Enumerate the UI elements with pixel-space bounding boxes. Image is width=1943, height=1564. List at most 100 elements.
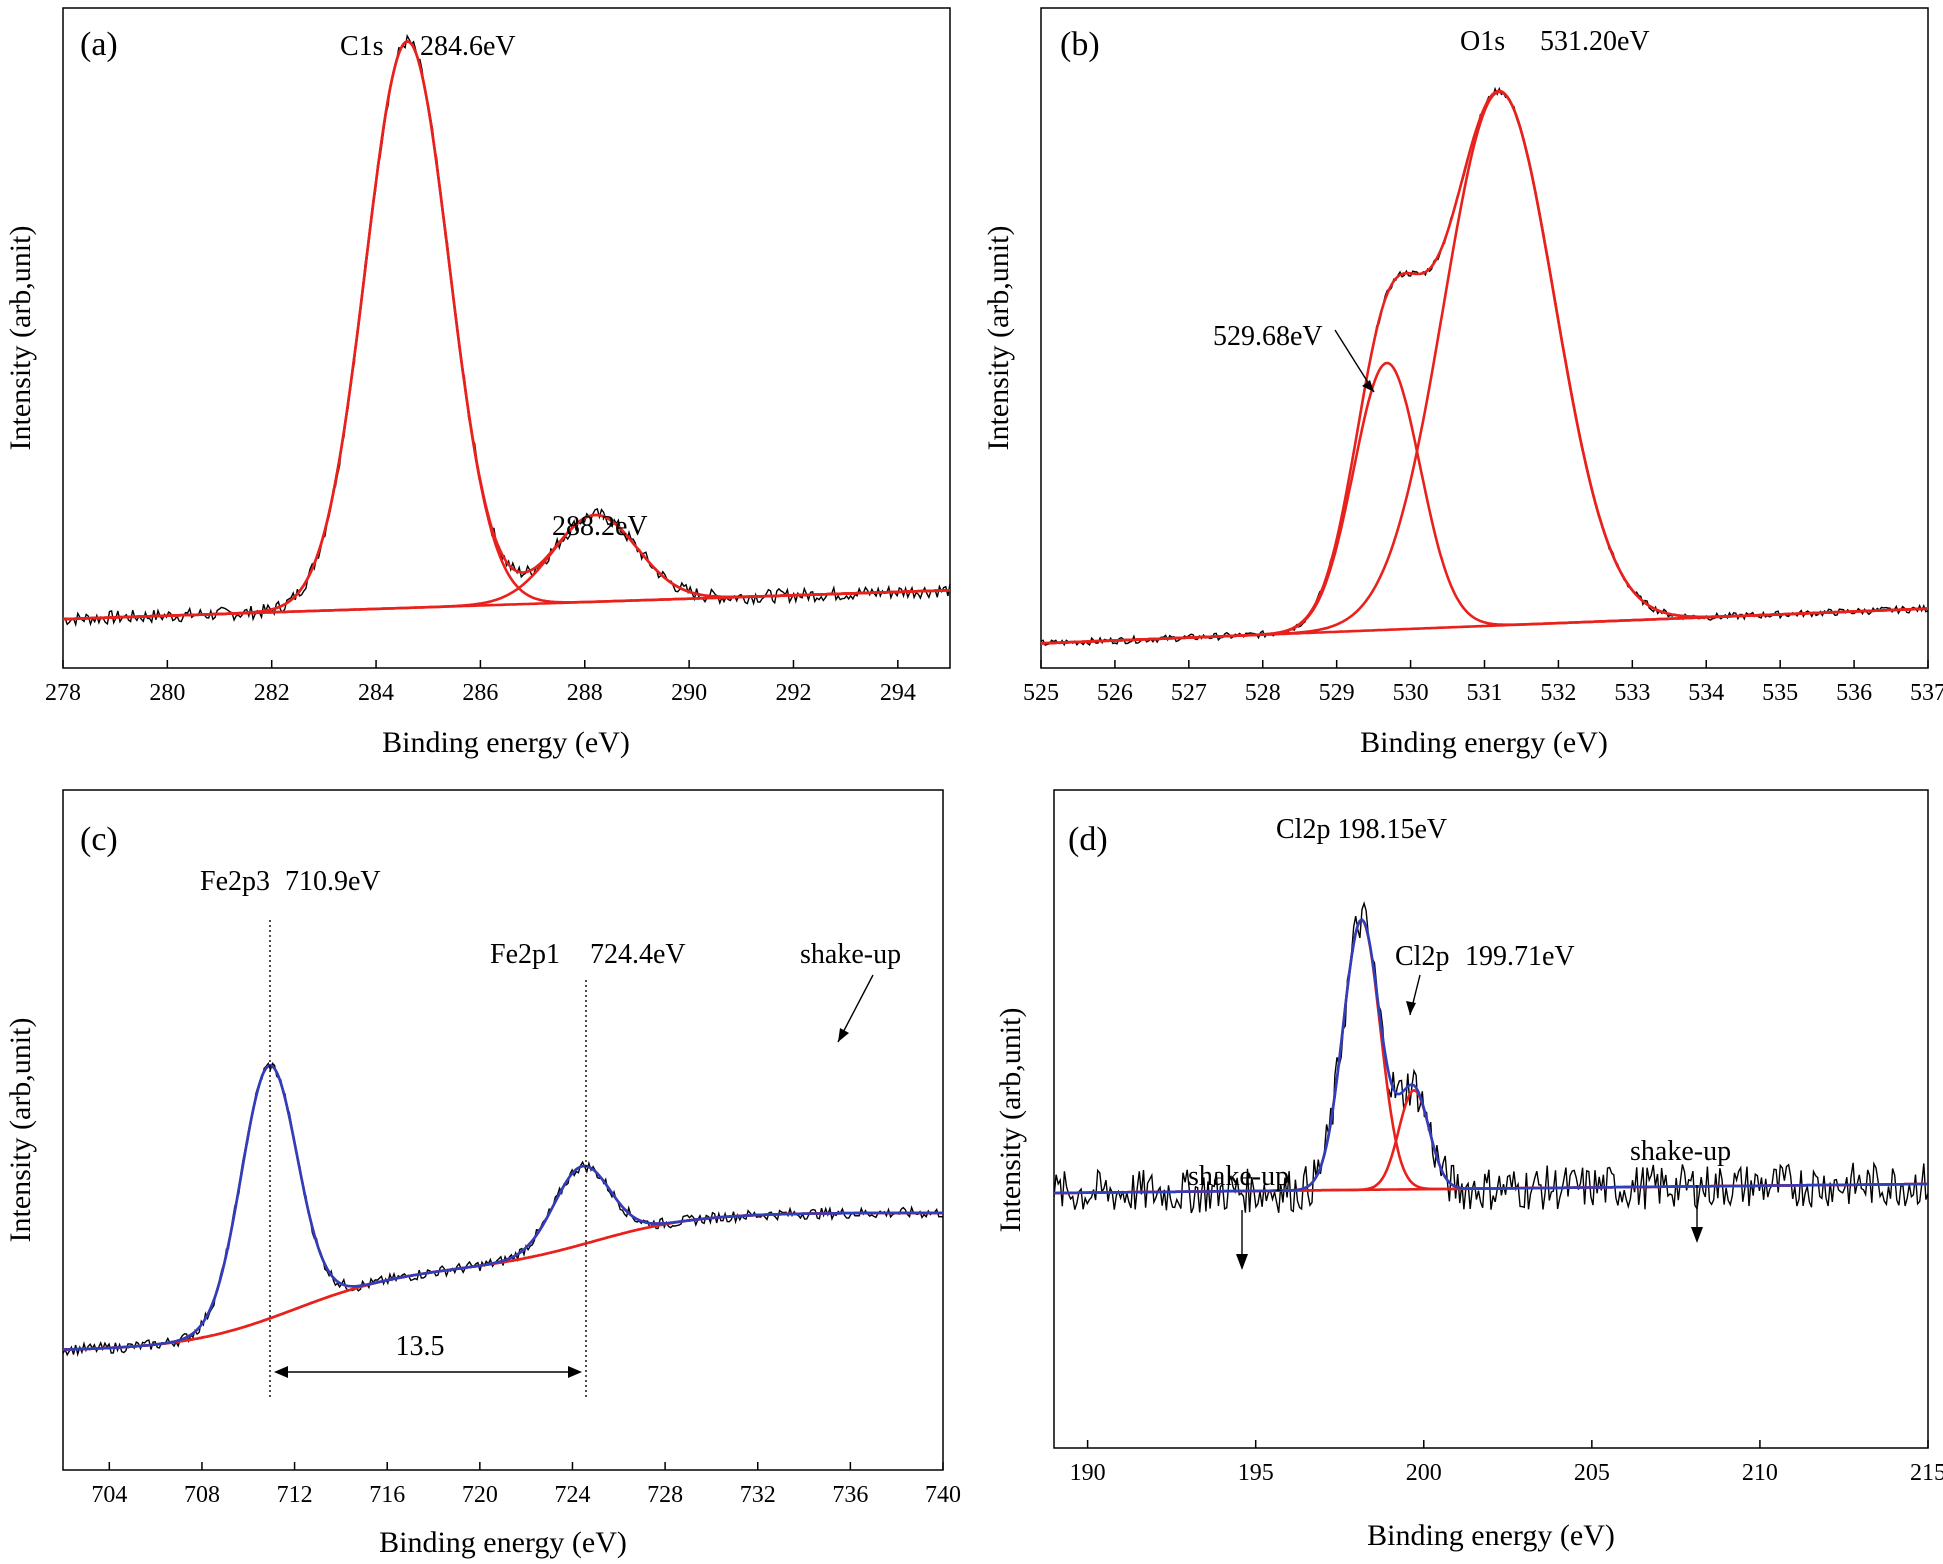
- panel-a-ylabel: Intensity (arb,unit): [4, 226, 37, 451]
- panel-d-shakeup2-arrowhead: [1691, 1227, 1703, 1243]
- xtick-label: 535: [1762, 680, 1798, 706]
- panel-c-splitting-arrowhead-left: [274, 1366, 288, 1378]
- xtick-label: 280: [149, 680, 185, 706]
- panel-a-xticks: 278 280 282 284 286 288 290 292 294: [45, 660, 916, 706]
- raw-data-line: [1053, 901, 1929, 1214]
- panel-c: (c) Binding energy (eV) Intensity (arb,u…: [4, 789, 961, 1559]
- xtick-label: 537: [1910, 680, 1943, 706]
- envelope-fit-line: [1040, 89, 1929, 645]
- panel-d-curves: [1053, 901, 1929, 1214]
- panel-b-xticks: 525 526 527 528 529 530 531 532 533 534 535 536 537: [1023, 660, 1943, 706]
- panel-d-ylabel: Intensity (arb,unit): [994, 1008, 1027, 1233]
- panel-c-curves: [62, 1061, 944, 1357]
- xtick-label: 720: [462, 1482, 498, 1508]
- panel-a-c1s-label: C1s: [340, 31, 384, 62]
- panel-d-cl2p-199-label: Cl2p: [1395, 941, 1449, 972]
- xtick-label: 525: [1023, 680, 1059, 706]
- xtick-label: 526: [1097, 680, 1133, 706]
- xtick-label: 534: [1688, 680, 1724, 706]
- xtick-label: 294: [880, 680, 916, 706]
- panel-c-xticks: 704 708 712 716 720 724 728 732 736 740: [91, 1462, 961, 1508]
- panel-d: (d) Binding energy (eV) Intensity (arb,u…: [994, 789, 1943, 1552]
- panel-b-o1s-label: O1s: [1460, 26, 1505, 57]
- xtick-label: 532: [1540, 680, 1576, 706]
- xtick-label: 205: [1574, 1460, 1610, 1486]
- xtick-label: 292: [775, 680, 811, 706]
- panel-c-peak1-label: 710.9eV: [285, 866, 381, 897]
- component-peak-line: [62, 40, 951, 621]
- xtick-label: 527: [1171, 680, 1207, 706]
- xtick-label: 708: [184, 1482, 220, 1508]
- panel-b-peak1-label: 531.20eV: [1540, 26, 1650, 57]
- panel-b: (b) Binding energy (eV) Intensity (arb,u…: [982, 7, 1943, 759]
- panel-d-peak2-label: 199.71eV: [1465, 941, 1575, 972]
- xtick-label: 728: [647, 1482, 683, 1508]
- xtick-label: 716: [369, 1482, 405, 1508]
- xtick-label: 736: [832, 1482, 868, 1508]
- panel-b-xlabel: Binding energy (eV): [1360, 726, 1608, 759]
- raw-data-line: [1040, 86, 1929, 647]
- xtick-label: 533: [1614, 680, 1650, 706]
- panel-b-peak2-label: 529.68eV: [1213, 321, 1323, 352]
- xtick-label: 536: [1836, 680, 1872, 706]
- panel-d-label: (d): [1068, 821, 1108, 858]
- panel-a-xlabel: Binding energy (eV): [382, 726, 630, 759]
- panel-d-peak2-arrowhead: [1406, 1001, 1416, 1015]
- xtick-label: 724: [554, 1482, 590, 1508]
- panel-c-shakeup-label: shake-up: [800, 939, 901, 970]
- raw-data-line: [62, 33, 951, 628]
- xtick-label: 200: [1406, 1460, 1442, 1486]
- envelope-fit-line: [1054, 917, 1928, 1195]
- xtick-label: 740: [925, 1482, 961, 1508]
- component-peak-line: [63, 1064, 943, 1351]
- xtick-label: 195: [1238, 1460, 1274, 1486]
- panel-d-shakeup2-label: shake-up: [1630, 1136, 1731, 1167]
- panel-b-curves: [1040, 86, 1929, 647]
- envelope-fit-line: [62, 40, 951, 621]
- xtick-label: 528: [1245, 680, 1281, 706]
- panel-a-peak1-label: 284.6eV: [420, 31, 516, 62]
- xtick-label: 529: [1319, 680, 1355, 706]
- panel-b-peak2-arrowhead: [1362, 380, 1374, 392]
- panel-c-xlabel: Binding energy (eV): [379, 1526, 627, 1559]
- xtick-label: 190: [1070, 1460, 1106, 1486]
- panel-c-splitting-arrowhead-right: [568, 1366, 582, 1378]
- panel-d-xticks: 190 195 200 205 210 215: [1070, 1440, 1943, 1486]
- panel-b-peak2-arrow: [1334, 329, 1375, 393]
- panel-c-label: (c): [80, 821, 118, 858]
- panel-a-label: (a): [80, 26, 118, 63]
- xtick-label: 290: [671, 680, 707, 706]
- panel-c-peak2-label: 724.4eV: [590, 939, 686, 970]
- xtick-label: 215: [1910, 1460, 1943, 1486]
- component-peak-line: [1040, 90, 1929, 645]
- xtick-label: 278: [45, 680, 81, 706]
- panel-a-frame: [62, 7, 951, 669]
- panel-c-fe2p3-label: Fe2p3: [200, 866, 270, 897]
- panel-a: (a) Binding energy (eV) Intensity (arb,u…: [4, 7, 951, 759]
- panel-c-splitting-label: 13.5: [396, 1331, 445, 1362]
- xtick-label: 530: [1393, 680, 1429, 706]
- panel-c-frame: [62, 789, 944, 1471]
- component-peak-line: [1040, 361, 1929, 645]
- panel-d-xlabel: Binding energy (eV): [1367, 1519, 1615, 1552]
- panel-d-shakeup1-label: shake-up: [1188, 1161, 1289, 1192]
- xtick-label: 284: [358, 680, 394, 706]
- xtick-label: 531: [1467, 680, 1503, 706]
- xtick-label: 704: [91, 1482, 127, 1508]
- panel-b-ylabel: Intensity (arb,unit): [982, 226, 1015, 451]
- panel-d-cl2p-198-label: Cl2p 198.15eV: [1276, 814, 1447, 845]
- xtick-label: 282: [254, 680, 290, 706]
- component-peak-line: [63, 1164, 943, 1351]
- xtick-label: 732: [740, 1482, 776, 1508]
- xtick-label: 288: [567, 680, 603, 706]
- xtick-label: 286: [462, 680, 498, 706]
- panel-c-ylabel: Intensity (arb,unit): [4, 1018, 37, 1243]
- panel-c-fe2p1-label: Fe2p1: [490, 939, 560, 970]
- baseline-line: [63, 1211, 943, 1351]
- xtick-label: 210: [1742, 1460, 1778, 1486]
- panel-c-shakeup-arrowhead: [838, 1028, 849, 1042]
- panel-b-label: (b): [1060, 26, 1100, 63]
- panel-d-frame: [1053, 789, 1929, 1449]
- panel-a-curves: [62, 33, 951, 628]
